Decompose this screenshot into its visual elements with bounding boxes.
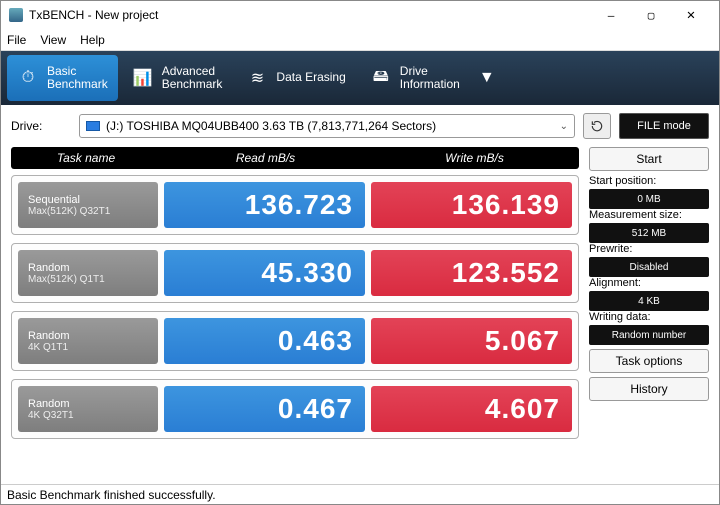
refresh-icon <box>590 119 604 133</box>
col-read: Read mB/s <box>161 147 370 169</box>
task-name-1: Random <box>28 398 148 410</box>
results-header: Task name Read mB/s Write mB/s <box>11 147 579 169</box>
close-button[interactable]: ✕ <box>671 1 711 29</box>
window-title: TxBENCH - New project <box>29 8 591 22</box>
tab-label: BasicBenchmark <box>47 65 108 91</box>
sidebar: Start Start position: 0 MB Measurement s… <box>589 147 709 480</box>
toolbar-dropdown[interactable]: ▼ <box>474 55 500 101</box>
sidebar-item: Alignment: 4 KB <box>589 277 709 311</box>
write-value: 4.607 <box>371 386 572 432</box>
sidebar-value[interactable]: Random number <box>589 325 709 345</box>
drive-value: (J:) TOSHIBA MQ04UBB400 3.63 TB (7,813,7… <box>106 119 436 133</box>
result-row: Random 4K Q32T1 0.467 4.607 <box>11 379 579 439</box>
chevron-down-icon: ⌄ <box>560 121 568 132</box>
task-name-2: Max(512K) Q32T1 <box>28 206 148 217</box>
task-name-box: Random 4K Q32T1 <box>18 386 158 432</box>
sidebar-label: Prewrite: <box>589 243 709 255</box>
menu-view[interactable]: View <box>40 33 66 47</box>
sidebar-item: Start position: 0 MB <box>589 175 709 209</box>
read-value: 0.467 <box>164 386 365 432</box>
col-write: Write mB/s <box>370 147 579 169</box>
task-name-box: Random Max(512K) Q1T1 <box>18 250 158 296</box>
maximize-button[interactable]: ▢ <box>631 1 671 29</box>
tab-label: DriveInformation <box>400 65 460 91</box>
chart-icon: 📊 <box>132 67 154 89</box>
sidebar-label: Measurement size: <box>589 209 709 221</box>
task-name-1: Random <box>28 262 148 274</box>
col-task: Task name <box>11 147 161 169</box>
task-name-2: 4K Q32T1 <box>28 410 148 421</box>
task-name-box: Sequential Max(512K) Q32T1 <box>18 182 158 228</box>
history-button[interactable]: History <box>589 377 709 401</box>
result-row: Random 4K Q1T1 0.463 5.067 <box>11 311 579 371</box>
sidebar-item: Prewrite: Disabled <box>589 243 709 277</box>
drive-label: Drive: <box>11 119 71 133</box>
sidebar-value[interactable]: 0 MB <box>589 189 709 209</box>
task-name-2: Max(512K) Q1T1 <box>28 274 148 285</box>
status-bar: Basic Benchmark finished successfully. <box>1 484 719 504</box>
sidebar-value[interactable]: Disabled <box>589 257 709 277</box>
drive-row: Drive: (J:) TOSHIBA MQ04UBB400 3.63 TB (… <box>1 105 719 147</box>
main-area: Task name Read mB/s Write mB/s Sequentia… <box>1 147 719 484</box>
refresh-button[interactable] <box>583 113 611 139</box>
start-button[interactable]: Start <box>589 147 709 171</box>
tab-data-erasing[interactable]: ≋ Data Erasing <box>236 55 355 101</box>
sidebar-value[interactable]: 512 MB <box>589 223 709 243</box>
drive-icon: 🖴 <box>370 67 392 89</box>
erase-icon: ≋ <box>246 67 268 89</box>
write-value: 5.067 <box>371 318 572 364</box>
titlebar[interactable]: TxBENCH - New project — ▢ ✕ <box>1 1 719 29</box>
task-name-2: 4K Q1T1 <box>28 342 148 353</box>
disk-icon <box>86 121 100 131</box>
read-value: 45.330 <box>164 250 365 296</box>
minimize-button[interactable]: — <box>591 1 631 29</box>
read-value: 136.723 <box>164 182 365 228</box>
sidebar-label: Writing data: <box>589 311 709 323</box>
result-row: Sequential Max(512K) Q32T1 136.723 136.1… <box>11 175 579 235</box>
sidebar-value[interactable]: 4 KB <box>589 291 709 311</box>
sidebar-item: Measurement size: 512 MB <box>589 209 709 243</box>
file-mode-button[interactable]: FILE mode <box>619 113 709 139</box>
tab-advanced-benchmark[interactable]: 📊 AdvancedBenchmark <box>122 55 233 101</box>
tab-label: Data Erasing <box>276 71 345 84</box>
drive-select[interactable]: (J:) TOSHIBA MQ04UBB400 3.63 TB (7,813,7… <box>79 114 575 138</box>
results-panel: Task name Read mB/s Write mB/s Sequentia… <box>11 147 579 480</box>
task-options-button[interactable]: Task options <box>589 349 709 373</box>
tab-drive-information[interactable]: 🖴 DriveInformation <box>360 55 470 101</box>
task-name-box: Random 4K Q1T1 <box>18 318 158 364</box>
app-icon <box>9 8 23 22</box>
sidebar-item: Writing data: Random number <box>589 311 709 345</box>
result-row: Random Max(512K) Q1T1 45.330 123.552 <box>11 243 579 303</box>
menubar: File View Help <box>1 29 719 51</box>
task-name-1: Random <box>28 330 148 342</box>
clock-icon: ⏱ <box>17 67 39 89</box>
write-value: 123.552 <box>371 250 572 296</box>
app-window: TxBENCH - New project — ▢ ✕ File View He… <box>0 0 720 505</box>
toolbar: ⏱ BasicBenchmark 📊 AdvancedBenchmark ≋ D… <box>1 51 719 105</box>
task-name-1: Sequential <box>28 194 148 206</box>
tab-basic-benchmark[interactable]: ⏱ BasicBenchmark <box>7 55 118 101</box>
menu-file[interactable]: File <box>7 33 26 47</box>
write-value: 136.139 <box>371 182 572 228</box>
tab-label: AdvancedBenchmark <box>162 65 223 91</box>
sidebar-label: Start position: <box>589 175 709 187</box>
read-value: 0.463 <box>164 318 365 364</box>
sidebar-label: Alignment: <box>589 277 709 289</box>
menu-help[interactable]: Help <box>80 33 105 47</box>
